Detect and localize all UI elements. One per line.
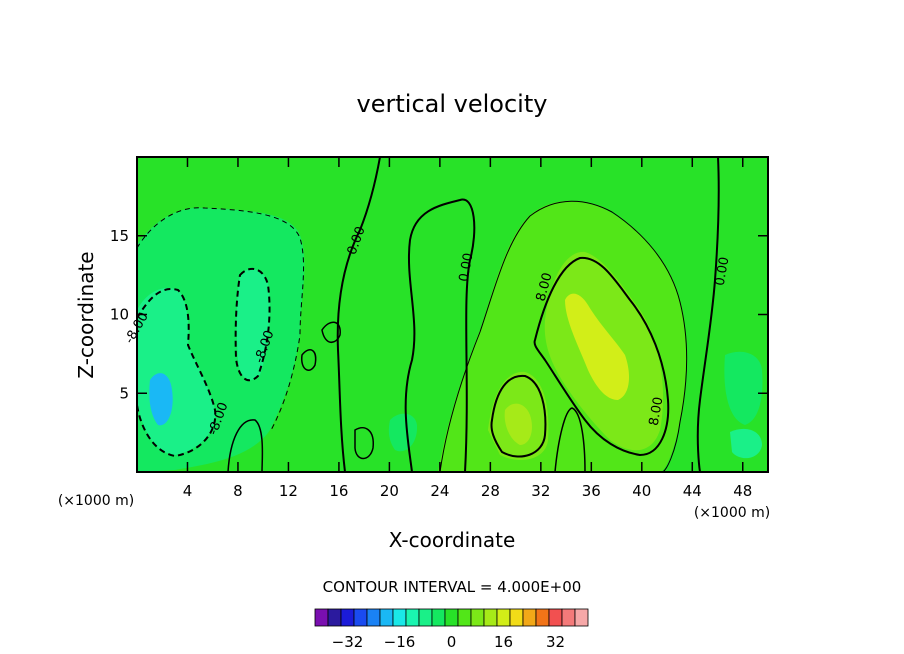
colorbar-swatch <box>509 608 524 627</box>
zero-contour-mid <box>404 198 476 472</box>
downdraft-region-mid-2 <box>236 269 270 380</box>
zero-contour-left <box>336 157 381 472</box>
neg-eight-contour-mid <box>234 267 271 382</box>
contour-label: 8.00 <box>534 271 556 303</box>
colorbar-swatch <box>431 608 446 627</box>
colorbar-swatch <box>392 608 407 627</box>
x-tick-label: 28 <box>481 482 500 500</box>
x-unit-label-left: (×1000 m) <box>58 493 134 509</box>
colorbar-tick-label: 0 <box>447 633 457 651</box>
four-contour <box>439 200 688 472</box>
colorbar-swatch <box>457 608 472 627</box>
right-downdraft-pocket-2 <box>730 428 762 459</box>
x-tick-label: 20 <box>380 482 399 500</box>
x-tick-label: 48 <box>733 482 752 500</box>
colorbar-swatch <box>327 608 342 627</box>
x-axis-ticks: 4 8 12 16 20 24 28 32 36 40 44 48 <box>183 157 752 500</box>
colorbar-tick-label: −16 <box>384 633 416 651</box>
x-tick-label: 8 <box>233 482 243 500</box>
neg-four-contour <box>137 207 305 433</box>
y-tick-label: 15 <box>110 227 129 245</box>
x-tick-label: 4 <box>183 482 193 500</box>
colorbar-swatch <box>535 608 550 627</box>
colorbar-swatch <box>366 608 381 627</box>
contour-interval-label: CONTOUR INTERVAL = 4.000E+00 <box>323 578 582 596</box>
colorbar-tick-label: −32 <box>332 633 364 651</box>
colorbar-swatch <box>314 608 329 627</box>
mid-downdraft-pocket <box>388 413 418 452</box>
small-contour-5 <box>554 407 586 472</box>
contour-label: 0.00 <box>713 256 733 287</box>
y-axis-ticks: 5 10 15 <box>110 227 768 402</box>
small-contour-4 <box>227 419 264 472</box>
colorbar-swatch <box>548 608 563 627</box>
colorbar-swatch <box>379 608 394 627</box>
small-contour-2 <box>301 349 317 371</box>
colorbar-swatch <box>340 608 355 627</box>
colorbar-swatch <box>561 608 576 627</box>
downdraft-region-core <box>149 373 173 426</box>
x-tick-label: 24 <box>430 482 449 500</box>
y-axis-label: Z-coordinate <box>74 251 98 378</box>
eight-contour-loop <box>533 256 670 457</box>
contour-fill-regions <box>137 200 763 472</box>
zero-contour-right <box>696 157 720 472</box>
small-contour-1 <box>321 321 341 343</box>
colorbar-swatch <box>353 608 368 627</box>
y-tick-label: 10 <box>110 306 129 324</box>
small-contour-3 <box>354 427 374 460</box>
colorbar-tick-labels: −32 −16 0 16 32 <box>332 633 565 651</box>
colorbar-swatch <box>470 608 485 627</box>
updraft-region-core <box>565 293 630 400</box>
x-unit-label-right: (×1000 m) <box>694 505 770 521</box>
x-tick-label: 44 <box>683 482 702 500</box>
colorbar <box>314 608 589 627</box>
colorbar-tick-label: 16 <box>494 633 513 651</box>
x-tick-label: 36 <box>582 482 601 500</box>
contour-label: 0.00 <box>457 252 477 283</box>
colorbar-swatch <box>496 608 511 627</box>
y-tick-label: 5 <box>119 384 129 402</box>
x-tick-label: 12 <box>279 482 298 500</box>
neg-eight-contour-left <box>137 288 217 458</box>
chart-title: vertical velocity <box>357 90 548 118</box>
right-downdraft-pocket <box>724 351 763 425</box>
colorbar-swatch <box>483 608 498 627</box>
x-tick-label: 32 <box>531 482 550 500</box>
colorbar-swatch <box>405 608 420 627</box>
updraft-region-core-2 <box>504 403 532 445</box>
eight-contour-small <box>490 374 547 458</box>
contour-lines <box>137 157 720 472</box>
colorbar-swatch <box>574 608 589 627</box>
x-tick-label: 16 <box>329 482 348 500</box>
plot-area: 0.00 0.00 0.00 8.00 8.00 -8.00 -8.00 -8.… <box>122 156 769 473</box>
colorbar-swatch <box>522 608 537 627</box>
x-axis-label: X-coordinate <box>389 528 516 552</box>
contour-label: 8.00 <box>647 396 667 427</box>
x-tick-label: 40 <box>632 482 651 500</box>
colorbar-tick-label: 32 <box>546 633 565 651</box>
colorbar-swatch <box>444 608 459 627</box>
colorbar-swatch <box>418 608 433 627</box>
